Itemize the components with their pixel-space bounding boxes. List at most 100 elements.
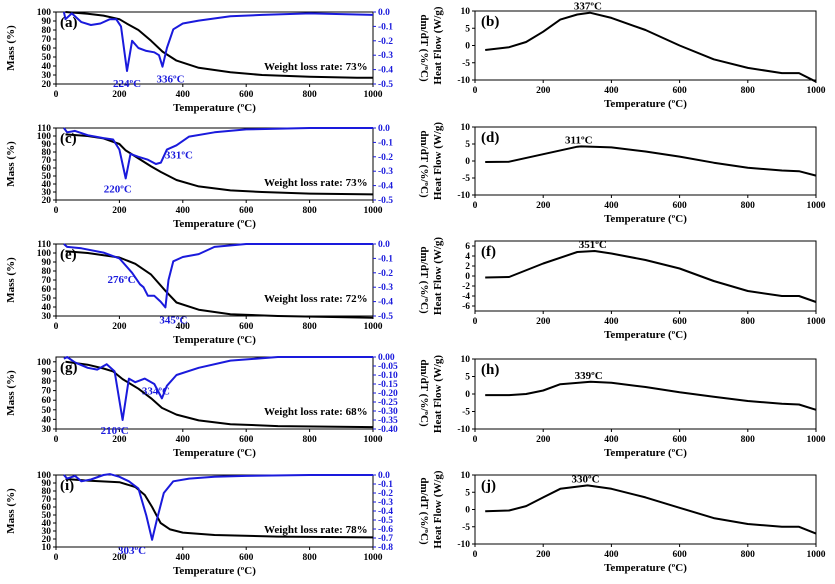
peak-annotation: 220ºC bbox=[104, 183, 132, 195]
y-axis-label: Mass (%) bbox=[5, 370, 17, 416]
mass-curve bbox=[65, 478, 374, 539]
x-axis-label: Temperature (ºC) bbox=[604, 447, 687, 459]
y-tick-label: 110 bbox=[37, 124, 51, 134]
x-tick-label: 200 bbox=[112, 553, 127, 563]
y-tick-label: 40 bbox=[42, 180, 52, 190]
dmdt-curve bbox=[63, 127, 373, 180]
plot-frame bbox=[474, 474, 817, 545]
y-tick-label: -10 bbox=[457, 425, 470, 435]
x-tick-label: 200 bbox=[536, 86, 551, 96]
x-axis-label: Temperature (ºC) bbox=[173, 565, 256, 577]
peak-annotation: 345ºC bbox=[159, 314, 187, 326]
x-tick-label: 200 bbox=[536, 435, 551, 445]
y-tick-label: 50 bbox=[42, 511, 52, 521]
x-tick-label: 0 bbox=[54, 435, 59, 445]
y-tick-label: 50 bbox=[42, 172, 52, 182]
y-tick-label: 5 bbox=[465, 488, 470, 498]
mass-curve bbox=[65, 250, 374, 319]
y-tick-label: 60 bbox=[42, 164, 52, 174]
y-tick-label: -5 bbox=[462, 59, 470, 69]
y2-tick-label: 0.0 bbox=[378, 124, 390, 134]
heat-flow-curve bbox=[485, 250, 817, 303]
peak-annotation: 276ºC bbox=[107, 274, 135, 286]
x-tick-label: 400 bbox=[604, 317, 619, 327]
y2-axis-label: dm/dT (%/ºC) bbox=[418, 14, 430, 82]
y-tick-label: 80 bbox=[42, 377, 52, 387]
y-tick-label: 100 bbox=[37, 358, 52, 368]
y-tick-label: 40 bbox=[42, 62, 52, 72]
panel-f bbox=[472, 240, 817, 314]
x-tick-label: 600 bbox=[672, 435, 687, 445]
y2-tick-label: -0.5 bbox=[378, 196, 393, 206]
panel-label: (a) bbox=[60, 15, 78, 31]
y-tick-label: 110 bbox=[37, 240, 51, 250]
panel-label: (b) bbox=[481, 14, 499, 30]
peak-annotation: 339ºC bbox=[575, 370, 603, 382]
x-tick-label: 200 bbox=[536, 201, 551, 211]
y-tick-label: -10 bbox=[457, 76, 470, 86]
x-tick-label: 0 bbox=[473, 317, 478, 327]
peak-annotation: 210ºC bbox=[101, 425, 129, 437]
y-axis-label: Mass (%) bbox=[5, 141, 17, 187]
x-tick-label: 0 bbox=[473, 550, 478, 560]
y-tick-label: 70 bbox=[42, 387, 52, 397]
y-tick-label: 80 bbox=[42, 148, 52, 158]
x-tick-label: 800 bbox=[741, 317, 756, 327]
y2-tick-label: -0.1 bbox=[378, 138, 393, 148]
y2-tick-label: -0.4 bbox=[378, 66, 393, 76]
heat-flow-curve bbox=[485, 380, 817, 411]
y-tick-label: 70 bbox=[42, 276, 52, 286]
y2-tick-label: -0.35 bbox=[378, 416, 398, 426]
y-tick-label: 90 bbox=[42, 17, 52, 27]
y-tick-label: 30 bbox=[42, 71, 52, 81]
y-tick-label: 90 bbox=[42, 367, 52, 377]
y2-tick-label: 0.00 bbox=[378, 353, 395, 363]
heat-flow-curve bbox=[485, 145, 817, 177]
y-tick-label: -5 bbox=[462, 523, 470, 533]
panel-label: (i) bbox=[60, 478, 74, 494]
x-tick-label: 400 bbox=[176, 90, 191, 100]
y2-tick-label: -0.30 bbox=[378, 407, 398, 417]
y-tick-label: 40 bbox=[42, 415, 52, 425]
x-tick-label: 600 bbox=[672, 317, 687, 327]
y-tick-label: 100 bbox=[37, 132, 52, 142]
x-tick-label: 800 bbox=[302, 435, 317, 445]
weight-loss-note: Weight loss rate: 78% bbox=[264, 524, 368, 536]
y-tick-label: 20 bbox=[42, 196, 52, 206]
y-axis-label: Heat Flow (W/g) bbox=[432, 470, 444, 549]
weight-loss-note: Weight loss rate: 72% bbox=[264, 293, 368, 305]
y2-tick-label: 0.0 bbox=[378, 240, 390, 250]
x-tick-label: 800 bbox=[302, 206, 317, 216]
plot-frame bbox=[474, 240, 817, 312]
y-tick-label: 100 bbox=[37, 249, 52, 259]
peak-annotation: 337ºC bbox=[574, 1, 602, 13]
peak-annotation: 331ºC bbox=[165, 150, 193, 162]
y-tick-label: -4 bbox=[462, 292, 470, 302]
y-tick-label: 30 bbox=[42, 312, 52, 322]
x-tick-label: 200 bbox=[536, 317, 551, 327]
y2-tick-label: -0.3 bbox=[378, 498, 393, 508]
y-tick-label: 10 bbox=[461, 123, 471, 133]
panel-g bbox=[53, 356, 376, 432]
y-tick-label: -2 bbox=[462, 282, 470, 292]
y-tick-label: 70 bbox=[42, 156, 52, 166]
x-axis-label: Temperature (ºC) bbox=[604, 562, 687, 574]
y-tick-label: -5 bbox=[462, 174, 470, 184]
y-tick-label: 0 bbox=[465, 272, 470, 282]
x-tick-label: 0 bbox=[473, 86, 478, 96]
x-tick-label: 400 bbox=[176, 206, 191, 216]
y-tick-label: 4 bbox=[465, 252, 470, 262]
x-tick-label: 1000 bbox=[364, 90, 383, 100]
y-tick-label: 70 bbox=[42, 495, 52, 505]
dmdt-curve bbox=[63, 473, 373, 541]
y-tick-label: 5 bbox=[465, 140, 470, 150]
heat-flow-curve bbox=[485, 11, 817, 83]
weight-loss-note: Weight loss rate: 73% bbox=[264, 61, 368, 73]
y2-tick-label: -0.2 bbox=[378, 37, 393, 47]
y-tick-label: 0 bbox=[465, 157, 470, 167]
peak-annotation: 334ºC bbox=[142, 385, 170, 397]
y-tick-label: 100 bbox=[37, 471, 52, 481]
x-tick-label: 400 bbox=[604, 86, 619, 96]
x-tick-label: 600 bbox=[239, 90, 254, 100]
y2-tick-label: -0.2 bbox=[378, 489, 393, 499]
